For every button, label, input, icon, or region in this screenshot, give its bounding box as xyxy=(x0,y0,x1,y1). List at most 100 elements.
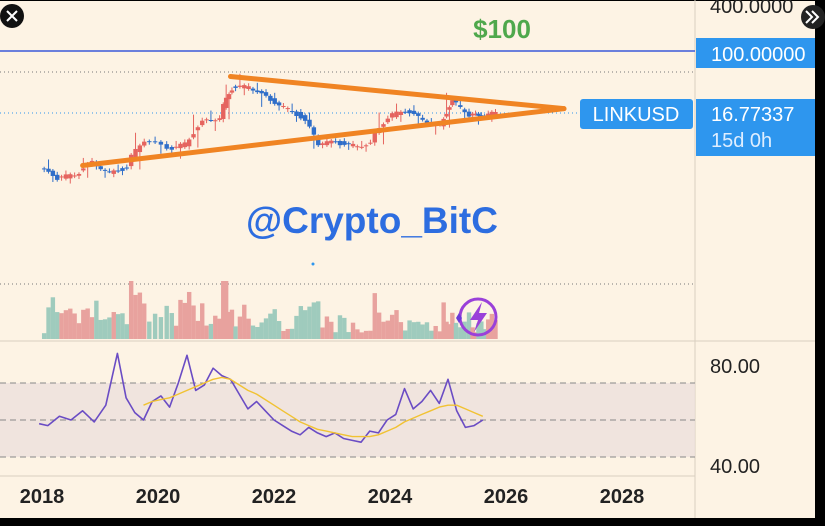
candle-body xyxy=(416,113,421,116)
candle-body xyxy=(120,168,125,171)
candle-body xyxy=(63,174,69,179)
volume-bar xyxy=(389,314,395,339)
volume-bar xyxy=(272,309,277,339)
volume-bar xyxy=(178,299,183,339)
trendline-lower xyxy=(80,106,567,168)
candle-body xyxy=(489,111,495,117)
candle-body xyxy=(259,90,264,94)
candle-body xyxy=(223,97,229,108)
candle-body xyxy=(329,140,334,144)
volume-bar xyxy=(444,321,449,339)
candle-body xyxy=(294,111,299,117)
candle-body xyxy=(204,119,209,121)
rsi-line xyxy=(38,352,484,443)
volume-bar xyxy=(466,312,472,339)
candle-body xyxy=(476,113,481,116)
volume-bar xyxy=(407,320,412,339)
candle-body xyxy=(115,170,121,172)
volume-bar xyxy=(221,281,226,339)
volume-bar xyxy=(363,330,369,339)
candle-body xyxy=(350,143,356,147)
volume-bar xyxy=(237,316,243,339)
volume-bar xyxy=(329,321,334,339)
volume-bar xyxy=(398,322,404,339)
lightning-bolt-icon[interactable] xyxy=(456,297,498,337)
volume-bar xyxy=(128,281,134,339)
volume-bar xyxy=(120,313,125,339)
candle-body xyxy=(355,146,360,148)
candle-body xyxy=(137,145,143,153)
candle-body xyxy=(307,119,312,127)
volume-bar xyxy=(259,322,264,339)
candle-body xyxy=(453,100,459,103)
last-price-label: 16.77337 xyxy=(711,104,794,126)
volume-bar xyxy=(420,324,425,339)
frame-top xyxy=(0,0,825,1)
time-tick-label: 2026 xyxy=(484,486,529,508)
candle-body xyxy=(398,111,404,115)
candle-body xyxy=(237,85,243,87)
close-icon[interactable] xyxy=(0,4,24,28)
candle-body xyxy=(208,119,214,121)
countdown-label: 15d 0h xyxy=(711,130,772,152)
volume-bars xyxy=(41,281,498,339)
volume-bar xyxy=(342,317,347,339)
candle-body xyxy=(381,124,386,127)
volume-bar xyxy=(158,317,164,339)
volume-bar xyxy=(424,322,430,339)
volume-bar xyxy=(324,316,330,339)
volume-bar xyxy=(355,329,360,339)
volume-bar xyxy=(429,330,434,339)
candle-body xyxy=(473,113,478,115)
volume-bar xyxy=(255,326,260,339)
volume-bar xyxy=(72,313,77,339)
candle-body xyxy=(389,113,395,118)
volume-bar xyxy=(191,305,196,339)
candle-body xyxy=(191,134,196,138)
candle-body xyxy=(411,110,417,114)
volume-bar xyxy=(368,330,373,339)
time-tick-label: 2018 xyxy=(20,486,65,508)
candle-body xyxy=(385,118,391,123)
candle-body xyxy=(311,127,317,135)
candle-body xyxy=(107,171,112,173)
volume-bar xyxy=(208,323,214,339)
candle-body xyxy=(76,173,82,176)
candle-body xyxy=(164,144,169,149)
volume-bar xyxy=(85,308,90,339)
volume-bar xyxy=(458,327,463,339)
volume-bar xyxy=(298,306,304,339)
volume-bar xyxy=(350,322,356,339)
candle-body xyxy=(182,142,188,148)
candle-body xyxy=(359,146,364,148)
candle-body xyxy=(363,145,369,147)
volume-bar xyxy=(333,332,338,339)
candle-body xyxy=(233,86,238,88)
price-axis-top-label: 400.0000 xyxy=(710,0,793,18)
volume-bar xyxy=(441,302,446,339)
volume-bar xyxy=(115,314,121,339)
candle-body xyxy=(324,141,330,146)
trendline-upper xyxy=(228,73,567,112)
candle-body xyxy=(111,170,116,174)
volume-bar xyxy=(250,325,256,339)
candle-body xyxy=(178,143,183,149)
candle-body xyxy=(470,113,475,116)
watermark-text: @Crypto_BitC xyxy=(246,200,498,241)
volume-bar xyxy=(223,281,229,339)
volume-bar xyxy=(346,332,351,339)
triangle-pattern[interactable] xyxy=(80,73,567,168)
double-chevron-right-icon[interactable] xyxy=(801,5,825,29)
volume-bar xyxy=(385,320,391,339)
candle-body xyxy=(320,143,325,145)
candle-body xyxy=(46,168,51,172)
candle-body xyxy=(221,104,226,120)
volume-bar xyxy=(102,319,108,339)
candle-body xyxy=(333,141,338,143)
candle-body xyxy=(226,94,232,100)
symbol-badge[interactable] xyxy=(580,99,693,129)
candle-body xyxy=(59,176,64,178)
volume-bar xyxy=(182,302,188,339)
candle-body xyxy=(493,111,498,116)
